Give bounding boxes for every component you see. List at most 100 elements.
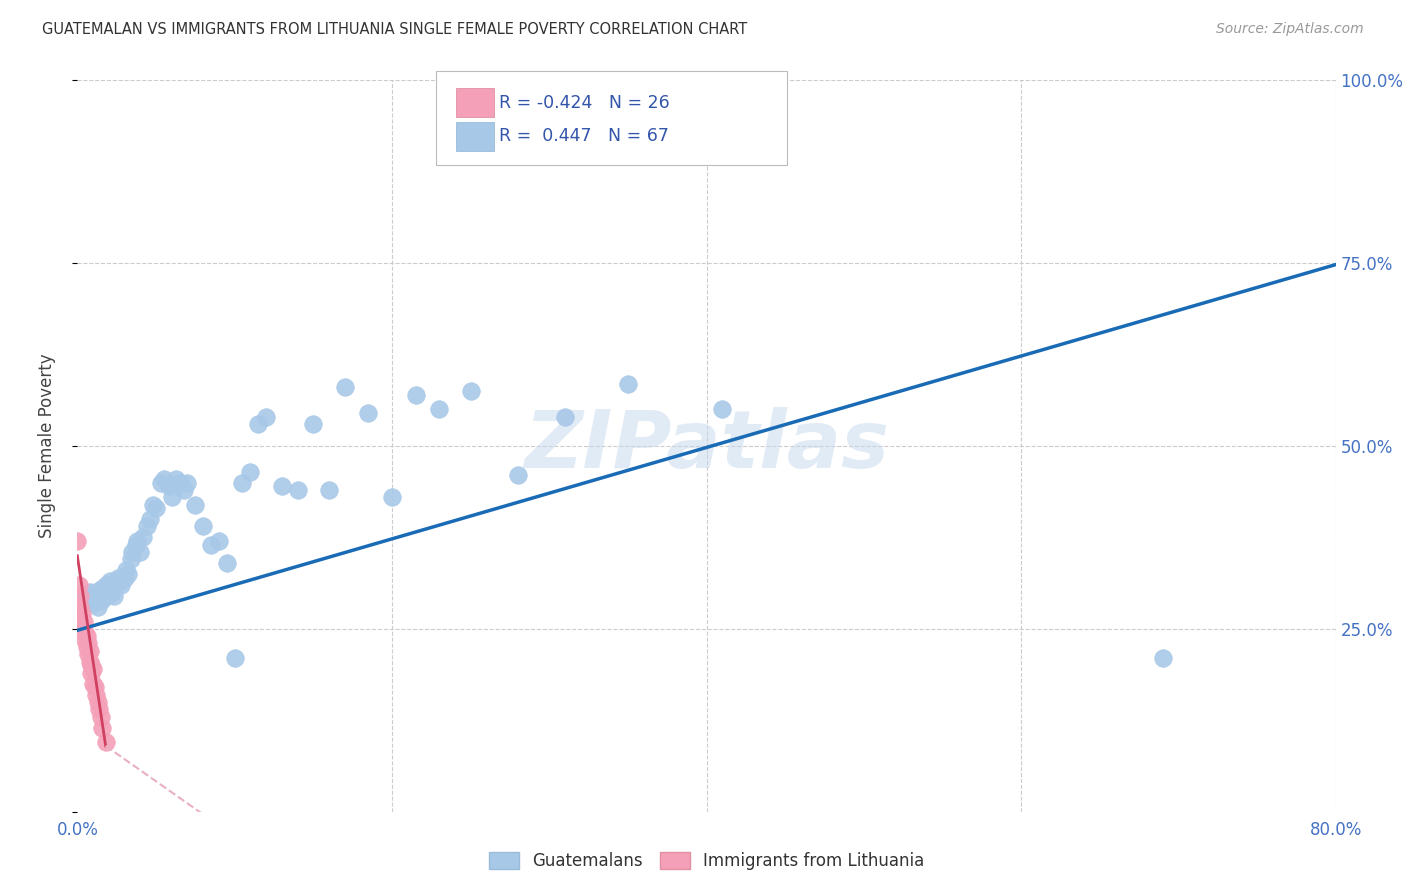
Point xyxy=(247,417,270,431)
Legend: Guatemalans, Immigrants from Lithuania: Guatemalans, Immigrants from Lithuania xyxy=(482,845,931,877)
Point xyxy=(254,409,277,424)
Point xyxy=(96,589,118,603)
Text: R =  0.447   N = 67: R = 0.447 N = 67 xyxy=(499,128,669,145)
Point xyxy=(427,402,450,417)
Point xyxy=(176,475,198,490)
Point xyxy=(270,479,292,493)
Point xyxy=(127,534,149,549)
Point xyxy=(405,388,427,402)
Text: R = -0.424   N = 26: R = -0.424 N = 26 xyxy=(499,94,669,112)
Y-axis label: Single Female Poverty: Single Female Poverty xyxy=(38,354,56,538)
Point xyxy=(124,538,146,552)
Point xyxy=(460,384,482,399)
Point xyxy=(184,498,207,512)
Point xyxy=(82,662,104,676)
Point xyxy=(93,585,115,599)
Point xyxy=(333,380,356,394)
Point xyxy=(104,578,127,592)
Point xyxy=(97,582,120,596)
Point xyxy=(91,721,114,735)
Point xyxy=(381,490,404,504)
Point xyxy=(554,409,576,424)
Point xyxy=(318,483,340,497)
Point xyxy=(79,644,101,658)
Point xyxy=(142,498,165,512)
Point xyxy=(77,648,100,662)
Point xyxy=(94,578,117,592)
Point xyxy=(153,472,176,486)
Point xyxy=(120,552,142,566)
Point xyxy=(101,585,124,599)
Point xyxy=(215,556,238,570)
Point xyxy=(84,585,107,599)
Point xyxy=(224,651,246,665)
Text: GUATEMALAN VS IMMIGRANTS FROM LITHUANIA SINGLE FEMALE POVERTY CORRELATION CHART: GUATEMALAN VS IMMIGRANTS FROM LITHUANIA … xyxy=(42,22,748,37)
Point xyxy=(711,402,734,417)
Point xyxy=(287,483,309,497)
Point xyxy=(75,592,97,607)
Point xyxy=(138,512,160,526)
Point xyxy=(107,571,129,585)
Text: ZIPatlas: ZIPatlas xyxy=(524,407,889,485)
Point xyxy=(302,417,325,431)
Point xyxy=(79,655,101,669)
Point xyxy=(506,468,529,483)
Point xyxy=(91,592,114,607)
Point xyxy=(66,534,89,549)
Point xyxy=(200,538,222,552)
Point xyxy=(145,501,167,516)
Point xyxy=(94,735,117,749)
Point xyxy=(191,519,215,533)
Point xyxy=(89,589,111,603)
Point xyxy=(357,406,380,420)
Point xyxy=(135,519,157,533)
Point xyxy=(169,475,191,490)
Point xyxy=(90,582,112,596)
Point xyxy=(115,563,138,577)
Point xyxy=(149,475,172,490)
Point xyxy=(83,681,105,695)
Point xyxy=(157,479,180,493)
Point xyxy=(117,567,139,582)
Point xyxy=(77,636,100,650)
Point xyxy=(110,578,132,592)
Point xyxy=(72,615,94,629)
Point xyxy=(75,632,97,647)
Point xyxy=(69,599,91,614)
Point xyxy=(82,676,104,690)
Point xyxy=(87,695,110,709)
Point xyxy=(114,571,136,585)
Point xyxy=(80,665,103,680)
Point xyxy=(87,599,110,614)
Point xyxy=(132,530,155,544)
Point xyxy=(160,490,183,504)
Point xyxy=(69,589,91,603)
Point xyxy=(173,483,195,497)
Point xyxy=(67,578,90,592)
Point xyxy=(208,534,231,549)
Point xyxy=(80,658,103,673)
Point xyxy=(617,376,640,391)
Point xyxy=(121,545,143,559)
Point xyxy=(231,475,253,490)
Point xyxy=(89,702,111,716)
Point xyxy=(70,618,93,632)
Point xyxy=(76,629,98,643)
Point xyxy=(165,472,187,486)
Point xyxy=(105,574,128,589)
Point xyxy=(1152,651,1174,665)
Point xyxy=(75,625,97,640)
Point xyxy=(79,585,101,599)
Point xyxy=(90,709,112,723)
Point xyxy=(70,607,93,622)
Point xyxy=(98,574,121,589)
Point xyxy=(82,596,104,610)
Point xyxy=(83,589,105,603)
Point xyxy=(239,465,262,479)
Point xyxy=(84,688,107,702)
Point xyxy=(103,589,125,603)
Point xyxy=(108,574,131,589)
Point xyxy=(129,545,152,559)
Text: Source: ZipAtlas.com: Source: ZipAtlas.com xyxy=(1216,22,1364,37)
Point xyxy=(76,640,98,655)
